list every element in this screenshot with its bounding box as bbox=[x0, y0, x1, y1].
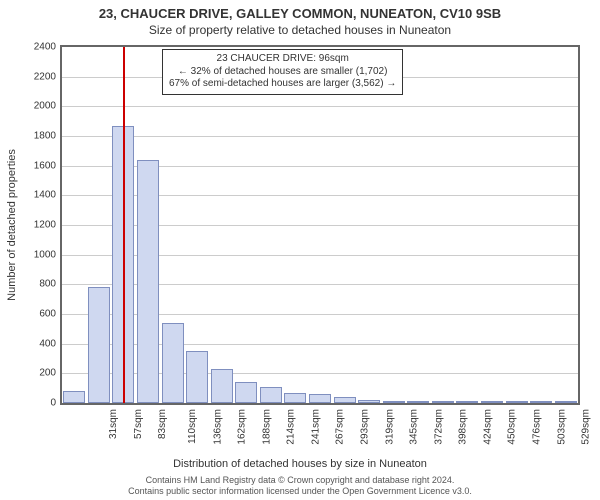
x-tick-label: 136sqm bbox=[212, 409, 223, 445]
y-tick-label: 0 bbox=[16, 398, 56, 409]
chart-title-line1: 23, CHAUCER DRIVE, GALLEY COMMON, NUNEAT… bbox=[0, 6, 600, 21]
chart-title-line2: Size of property relative to detached ho… bbox=[0, 23, 600, 37]
histogram-bar bbox=[260, 387, 282, 403]
y-tick-label: 400 bbox=[16, 338, 56, 349]
x-tick-label: 398sqm bbox=[458, 409, 469, 445]
y-tick-label: 600 bbox=[16, 309, 56, 320]
gridline-h bbox=[62, 136, 578, 137]
x-tick-label: 450sqm bbox=[507, 409, 518, 445]
histogram-bar bbox=[358, 400, 380, 403]
x-tick-label: 293sqm bbox=[360, 409, 371, 445]
plot-area: 23 CHAUCER DRIVE: 96sqm← 32% of detached… bbox=[60, 45, 580, 405]
histogram-bar bbox=[456, 401, 478, 403]
x-tick-label: 424sqm bbox=[482, 409, 493, 445]
annotation-line2: ← 32% of detached houses are smaller (1,… bbox=[169, 66, 396, 79]
y-tick-label: 800 bbox=[16, 279, 56, 290]
histogram-bar bbox=[63, 391, 85, 403]
y-tick-label: 1000 bbox=[16, 249, 56, 260]
annotation-line1: 23 CHAUCER DRIVE: 96sqm bbox=[169, 53, 396, 66]
histogram-bar bbox=[309, 394, 331, 403]
x-tick-label: 57sqm bbox=[133, 409, 144, 439]
histogram-bar bbox=[334, 397, 356, 403]
x-tick-label: 241sqm bbox=[310, 409, 321, 445]
histogram-bar bbox=[407, 401, 429, 403]
x-tick-label: 319sqm bbox=[384, 409, 395, 445]
histogram-bar bbox=[235, 382, 257, 403]
x-tick-label: 214sqm bbox=[286, 409, 297, 445]
y-tick-label: 2200 bbox=[16, 71, 56, 82]
x-tick-label: 529sqm bbox=[581, 409, 592, 445]
histogram-chart: 23, CHAUCER DRIVE, GALLEY COMMON, NUNEAT… bbox=[0, 0, 600, 500]
x-tick-label: 372sqm bbox=[433, 409, 444, 445]
x-tick-label: 476sqm bbox=[532, 409, 543, 445]
histogram-bar bbox=[162, 323, 184, 403]
footer-line2: Contains public sector information licen… bbox=[128, 486, 472, 496]
property-marker-line bbox=[123, 47, 125, 403]
x-tick-label: 503sqm bbox=[556, 409, 567, 445]
y-tick-label: 1800 bbox=[16, 131, 56, 142]
annotation-box: 23 CHAUCER DRIVE: 96sqm← 32% of detached… bbox=[162, 49, 403, 95]
x-tick-label: 83sqm bbox=[157, 409, 168, 439]
x-tick-label: 162sqm bbox=[237, 409, 248, 445]
y-tick-label: 1200 bbox=[16, 220, 56, 231]
gridline-h bbox=[62, 106, 578, 107]
histogram-bar bbox=[88, 287, 110, 403]
footer-attribution: Contains HM Land Registry data © Crown c… bbox=[0, 475, 600, 496]
histogram-bar bbox=[137, 160, 159, 403]
y-tick-label: 1400 bbox=[16, 190, 56, 201]
y-tick-label: 1600 bbox=[16, 160, 56, 171]
x-axis-title: Distribution of detached houses by size … bbox=[0, 458, 600, 470]
x-tick-label: 31sqm bbox=[108, 409, 119, 439]
x-tick-label: 110sqm bbox=[187, 409, 198, 444]
histogram-bar bbox=[383, 401, 405, 403]
histogram-bar bbox=[506, 401, 528, 403]
x-tick-label: 345sqm bbox=[409, 409, 420, 445]
histogram-bar bbox=[481, 401, 503, 403]
annotation-line3: 67% of semi-detached houses are larger (… bbox=[169, 78, 396, 91]
histogram-bar bbox=[211, 369, 233, 403]
histogram-bar bbox=[186, 351, 208, 403]
x-tick-label: 188sqm bbox=[261, 409, 272, 445]
histogram-bar bbox=[555, 401, 577, 403]
footer-line1: Contains HM Land Registry data © Crown c… bbox=[146, 475, 455, 485]
histogram-bar bbox=[284, 393, 306, 403]
x-tick-label: 267sqm bbox=[335, 409, 346, 445]
y-tick-label: 2000 bbox=[16, 101, 56, 112]
y-tick-label: 200 bbox=[16, 368, 56, 379]
histogram-bar bbox=[432, 401, 454, 403]
y-tick-label: 2400 bbox=[16, 42, 56, 53]
histogram-bar bbox=[530, 401, 552, 403]
